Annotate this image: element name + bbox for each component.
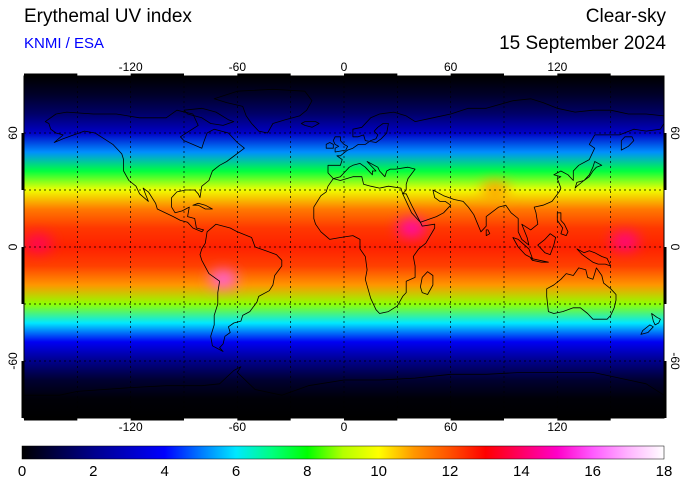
coastline-north-america <box>44 109 245 233</box>
coastline-antarctica-edge <box>24 366 664 396</box>
colorbar-label: 2 <box>89 463 98 480</box>
coastline-iceland <box>300 121 320 128</box>
coastline-great-britain <box>332 136 348 153</box>
colorbar-label: 4 <box>160 463 169 480</box>
lat-label-right: -60 <box>668 352 682 370</box>
lon-label-bottom: -60 <box>228 420 246 434</box>
coastline-japan <box>574 161 603 189</box>
frame-ticks <box>21 73 667 421</box>
lon-label-bottom: 60 <box>443 420 458 434</box>
hotspot-ethiopian-highlands <box>397 219 426 237</box>
hotspot-east-pacific-west <box>24 234 53 253</box>
lon-label-top: -60 <box>228 60 246 74</box>
graticule <box>24 76 664 418</box>
coastline-philippines <box>556 212 569 236</box>
colorbar-label: 18 <box>655 463 673 480</box>
coastline-new-zealand-north <box>651 313 661 326</box>
date-label: 15 September 2024 <box>499 33 666 54</box>
colorbar-label: 8 <box>303 463 312 480</box>
colorbar-label: 16 <box>584 463 601 480</box>
map-title: Erythemal UV index <box>24 6 192 27</box>
coastline-greenland <box>213 88 313 134</box>
lon-label-bottom: 0 <box>340 420 348 434</box>
colorbar <box>21 445 665 460</box>
uv-hotspots <box>24 181 639 289</box>
coastlines <box>24 88 664 396</box>
lon-label-top: 60 <box>443 60 458 74</box>
hotspot-andes-peak <box>209 270 238 289</box>
coastline-africa <box>313 176 436 314</box>
colorbar-label: 0 <box>17 463 27 480</box>
lat-label-right: 60 <box>668 126 682 140</box>
coastline-sakhalin-kamchatka <box>620 136 635 151</box>
coastline-new-zealand-south <box>640 324 654 335</box>
coastline-borneo <box>537 233 556 255</box>
coastline-cuba <box>192 202 213 210</box>
lon-label-bottom: -120 <box>118 420 143 434</box>
lon-label-top: -120 <box>118 60 143 74</box>
coastline-madagascar <box>420 271 434 295</box>
coastline-sri-lanka <box>485 229 491 236</box>
coastline-ireland <box>325 142 334 149</box>
lon-label-top: 0 <box>340 60 348 74</box>
coastline-australia <box>546 267 617 320</box>
sky-condition-label: Clear-sky <box>585 6 666 27</box>
lon-label-bottom: 120 <box>547 420 568 434</box>
colorbar-label: 14 <box>512 463 530 480</box>
colorbar-label: 10 <box>370 463 387 480</box>
lat-label-left: -60 <box>6 352 20 370</box>
data-source-label: KNMI / ESA <box>24 35 105 52</box>
coastline-eurasia <box>327 98 664 246</box>
lat-label-left: 60 <box>6 126 20 140</box>
colorbar-label: 6 <box>231 463 241 480</box>
hotspot-west-pacific-equator <box>610 232 639 251</box>
colorbar-label: 12 <box>441 463 459 480</box>
lat-label-left: 0 <box>6 243 20 251</box>
lon-label-top: 120 <box>547 60 568 74</box>
coastline-baffin-island <box>183 107 235 126</box>
coastline-java <box>530 258 549 263</box>
lat-label-right: 0 <box>668 243 682 251</box>
coastline-south-america <box>199 223 283 352</box>
